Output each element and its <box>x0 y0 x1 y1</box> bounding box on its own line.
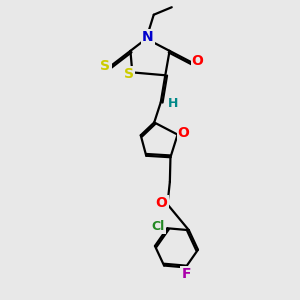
Text: Cl: Cl <box>152 220 165 233</box>
Text: O: O <box>155 196 167 210</box>
Text: H: H <box>168 97 178 110</box>
Text: O: O <box>192 54 203 68</box>
Text: O: O <box>178 126 190 140</box>
Text: F: F <box>182 267 191 281</box>
Text: N: N <box>142 30 154 44</box>
Text: S: S <box>100 59 110 73</box>
Text: S: S <box>124 67 134 81</box>
